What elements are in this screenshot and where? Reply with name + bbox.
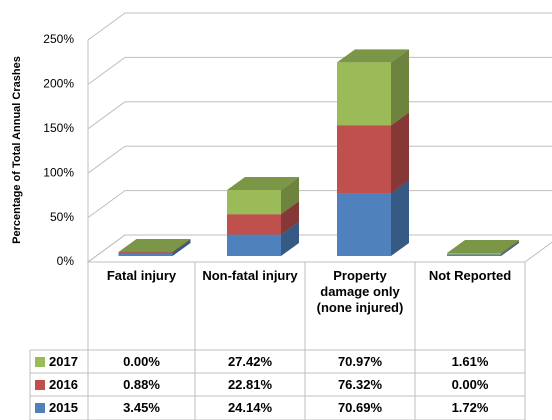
grid-line bbox=[87, 234, 552, 263]
bar-front bbox=[337, 125, 391, 194]
grid-line bbox=[87, 12, 552, 41]
category-label: Non-fatal injury bbox=[202, 268, 298, 283]
bar-front bbox=[337, 193, 391, 256]
y-tick-label: 200% bbox=[43, 77, 74, 91]
legend-label: 2016 bbox=[49, 377, 78, 392]
bar-side bbox=[501, 240, 519, 255]
legend-label: 2015 bbox=[49, 400, 78, 415]
y-tick-label: 150% bbox=[43, 121, 74, 135]
bar-front bbox=[118, 252, 173, 256]
bar-front bbox=[227, 189, 281, 215]
table-value: 0.88% bbox=[123, 377, 160, 392]
bar-side bbox=[391, 180, 409, 256]
bar-top bbox=[118, 239, 191, 253]
bar-front bbox=[227, 234, 281, 256]
bar-side bbox=[391, 49, 409, 126]
table-value: 27.42% bbox=[227, 354, 273, 369]
table-value: 0.00% bbox=[123, 354, 160, 369]
table-value: 24.14% bbox=[227, 400, 273, 415]
category-label: Not Reported bbox=[428, 268, 512, 283]
bar-front bbox=[227, 214, 281, 235]
table-value: 1.61% bbox=[451, 354, 489, 369]
bar-front bbox=[337, 62, 391, 126]
bar-side bbox=[172, 239, 191, 253]
y-tick-label: 0% bbox=[57, 254, 75, 268]
table-value: 70.69% bbox=[337, 400, 383, 415]
table-value: 70.97% bbox=[337, 354, 383, 369]
grid-line bbox=[87, 56, 552, 85]
y-tick-label: 50% bbox=[50, 210, 74, 224]
legend-key bbox=[35, 380, 45, 390]
bar-top bbox=[447, 240, 519, 254]
bar-side bbox=[172, 239, 191, 256]
bar-front bbox=[447, 254, 501, 256]
y-tick-label: 100% bbox=[43, 165, 74, 179]
bar-side bbox=[391, 112, 409, 194]
legend-label: 2017 bbox=[49, 354, 78, 369]
bar-front bbox=[118, 252, 173, 253]
grid-line bbox=[87, 101, 552, 130]
bar-side bbox=[281, 221, 299, 256]
bar-side bbox=[281, 201, 299, 235]
category-label: Fatal injury bbox=[106, 268, 177, 283]
table-value: 3.45% bbox=[123, 400, 160, 415]
table-value: 0.00% bbox=[451, 377, 489, 392]
bar-top bbox=[337, 49, 409, 63]
y-axis-title: Percentage of Total Annual Crashes bbox=[11, 56, 23, 244]
legend-key bbox=[35, 357, 45, 367]
table-value: 1.72% bbox=[451, 400, 489, 415]
bar-side bbox=[281, 176, 299, 215]
bar-top bbox=[227, 176, 299, 190]
table-value: 22.81% bbox=[227, 377, 273, 392]
category-label: Property damage only (none injured) bbox=[316, 268, 404, 315]
legend-key bbox=[35, 403, 45, 413]
grid-line bbox=[87, 145, 552, 174]
table-value: 76.32% bbox=[337, 377, 383, 392]
y-tick-label: 250% bbox=[43, 32, 74, 46]
bar-front bbox=[447, 253, 501, 255]
bar-side bbox=[501, 241, 519, 256]
grid-line bbox=[87, 190, 552, 219]
